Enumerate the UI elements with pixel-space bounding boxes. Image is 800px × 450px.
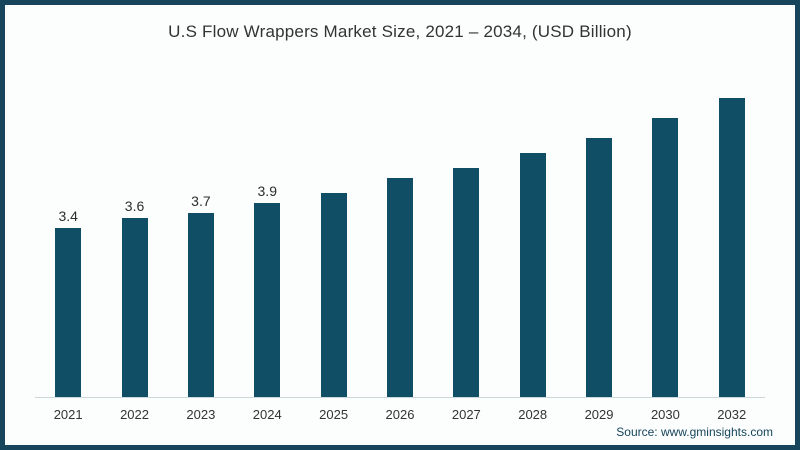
source-attribution: Source: www.gminsights.com bbox=[616, 425, 773, 439]
bar-column bbox=[632, 118, 698, 397]
x-tick-label: 2027 bbox=[451, 407, 481, 422]
bar bbox=[718, 98, 745, 397]
x-tick-label: 2026 bbox=[385, 407, 415, 422]
bar bbox=[320, 193, 347, 397]
bar-column bbox=[367, 178, 433, 397]
bar-column: 3.6 bbox=[101, 199, 167, 397]
bar bbox=[187, 213, 214, 397]
bar bbox=[121, 218, 148, 397]
x-tick-label: 2028 bbox=[518, 407, 548, 422]
x-tick-label: 2021 bbox=[53, 407, 83, 422]
x-tick-label: 2032 bbox=[717, 407, 747, 422]
x-tick-label: 2023 bbox=[186, 407, 216, 422]
bar-value-label: 3.4 bbox=[58, 208, 78, 224]
x-tick-label: 2022 bbox=[120, 407, 149, 422]
bar bbox=[586, 138, 613, 397]
bar-value-label: 3.9 bbox=[257, 183, 277, 199]
bar-column bbox=[433, 168, 499, 397]
bar bbox=[652, 118, 679, 397]
x-tick-label: 2025 bbox=[319, 407, 349, 422]
bar-column bbox=[699, 98, 765, 397]
x-axis: 2021 2022 2023 2024 2025 2026 2027 2028 2029 2030… bbox=[35, 407, 765, 422]
bar-column bbox=[566, 138, 632, 397]
bar-column: 3.7 bbox=[168, 194, 234, 397]
chart-title: U.S Flow Wrappers Market Size, 2021 – 20… bbox=[168, 22, 632, 41]
bar bbox=[386, 178, 413, 397]
bar-column: 3.9 bbox=[234, 184, 300, 397]
x-tick-label: 2024 bbox=[252, 407, 282, 422]
bar-column bbox=[500, 153, 566, 397]
bar bbox=[519, 153, 546, 397]
bar bbox=[254, 203, 281, 397]
bar-value-label: 3.7 bbox=[191, 193, 211, 209]
bar-value-label: 3.6 bbox=[124, 198, 145, 214]
x-tick-label: 2030 bbox=[650, 407, 680, 422]
x-tick-label: 2029 bbox=[584, 407, 614, 422]
bar bbox=[453, 168, 480, 397]
bar-column: 3.4 bbox=[35, 209, 101, 397]
bar bbox=[55, 228, 82, 397]
bar-column bbox=[300, 193, 366, 397]
bar-chart-plot-area: 3.4 3.6 3.7 3.9 bbox=[35, 63, 765, 398]
